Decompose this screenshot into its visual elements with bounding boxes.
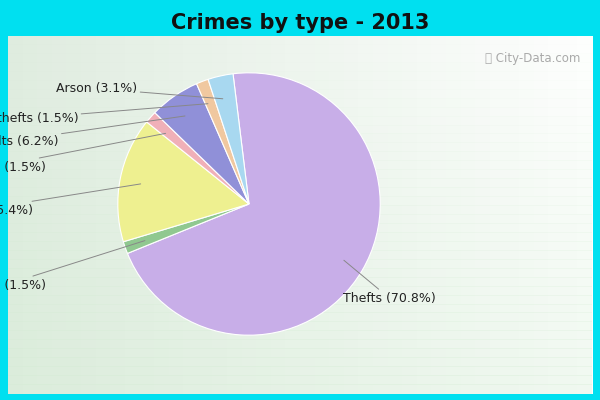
Bar [8, 312, 592, 322]
Bar [67, 36, 82, 394]
Bar [373, 36, 389, 394]
Bar [227, 36, 242, 394]
Bar [300, 36, 316, 394]
Bar [577, 36, 593, 394]
Bar [8, 98, 592, 108]
Bar [8, 348, 592, 358]
Bar [8, 116, 592, 126]
Bar [8, 250, 592, 260]
Bar [8, 35, 592, 45]
Text: Crimes by type - 2013: Crimes by type - 2013 [171, 13, 429, 33]
Bar [8, 330, 592, 340]
Bar [95, 36, 111, 394]
Bar [286, 36, 301, 394]
Bar [37, 36, 53, 394]
Bar [8, 107, 592, 116]
Wedge shape [146, 113, 249, 204]
Bar [8, 277, 592, 286]
Bar [81, 36, 97, 394]
Bar [8, 36, 23, 394]
Bar [8, 44, 592, 54]
Text: Robberies (1.5%): Robberies (1.5%) [0, 133, 166, 174]
Text: Auto thefts (1.5%): Auto thefts (1.5%) [0, 104, 208, 125]
Bar [402, 36, 418, 394]
Bar [8, 205, 592, 215]
Bar [125, 36, 140, 394]
Bar [23, 36, 38, 394]
Bar [8, 53, 592, 63]
Bar [358, 36, 374, 394]
Bar [431, 36, 447, 394]
Text: Burglaries (15.4%): Burglaries (15.4%) [0, 184, 140, 217]
Bar [8, 366, 592, 376]
Bar [533, 36, 549, 394]
Bar [8, 304, 592, 314]
Bar [8, 339, 592, 349]
Text: Thefts (70.8%): Thefts (70.8%) [343, 260, 436, 305]
Bar [461, 36, 476, 394]
Bar [548, 36, 564, 394]
Bar [8, 286, 592, 296]
Bar [475, 36, 491, 394]
Bar [8, 62, 592, 72]
Bar [8, 294, 592, 304]
Wedge shape [208, 74, 249, 204]
Bar [417, 36, 433, 394]
Bar [212, 36, 228, 394]
Wedge shape [118, 122, 249, 242]
Bar [8, 178, 592, 188]
Text: Ⓢ City-Data.com: Ⓢ City-Data.com [485, 52, 580, 65]
Bar [8, 375, 592, 385]
Wedge shape [124, 204, 249, 254]
Bar [314, 36, 330, 394]
Bar [446, 36, 461, 394]
Wedge shape [127, 73, 380, 335]
Bar [139, 36, 155, 394]
Bar [110, 36, 126, 394]
Bar [8, 142, 592, 152]
Text: Rapes (1.5%): Rapes (1.5%) [0, 241, 145, 292]
Bar [271, 36, 286, 394]
Bar [563, 36, 578, 394]
Bar [8, 259, 592, 269]
Bar [8, 80, 592, 90]
Bar [519, 36, 535, 394]
Text: Assaults (6.2%): Assaults (6.2%) [0, 116, 185, 148]
Bar [490, 36, 505, 394]
Bar [8, 232, 592, 242]
Bar [154, 36, 170, 394]
Wedge shape [197, 79, 249, 204]
Bar [505, 36, 520, 394]
Bar [344, 36, 359, 394]
Bar [256, 36, 272, 394]
Bar [8, 187, 592, 197]
Bar [242, 36, 257, 394]
Bar [52, 36, 67, 394]
Bar [8, 268, 592, 278]
Bar [8, 169, 592, 179]
Bar [169, 36, 184, 394]
Bar [8, 223, 592, 233]
Bar [8, 71, 592, 81]
Text: Arson (3.1%): Arson (3.1%) [56, 82, 223, 99]
Bar [8, 151, 592, 161]
Bar [8, 322, 592, 331]
Bar [198, 36, 214, 394]
Bar [8, 196, 592, 206]
Bar [8, 89, 592, 99]
Wedge shape [155, 84, 249, 204]
Bar [8, 241, 592, 251]
Bar [8, 357, 592, 367]
Bar [388, 36, 403, 394]
Bar [8, 160, 592, 170]
Bar [183, 36, 199, 394]
Bar [8, 214, 592, 224]
Bar [8, 134, 592, 143]
Bar [8, 384, 592, 394]
Bar [329, 36, 345, 394]
Bar [8, 124, 592, 134]
